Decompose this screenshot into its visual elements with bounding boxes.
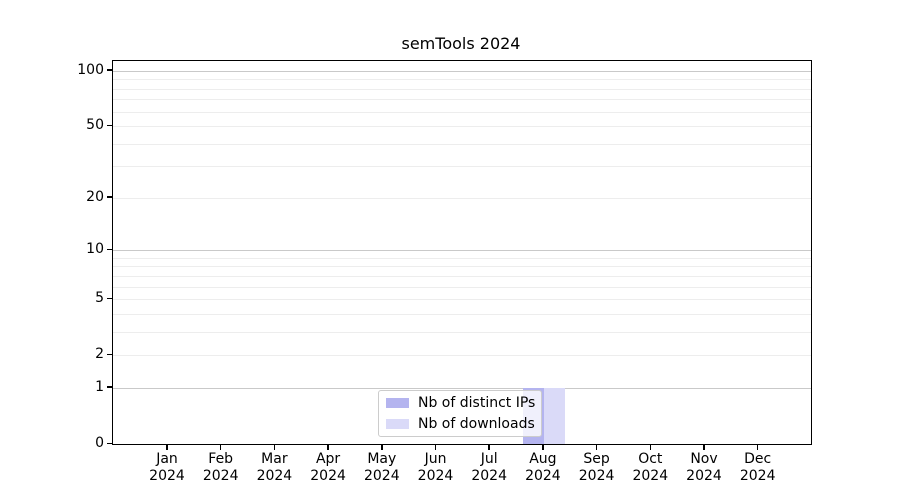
x-tick-mark	[703, 444, 705, 450]
x-tick-label: Jan 2024	[137, 451, 197, 485]
y-tick-label: 100	[77, 61, 104, 78]
legend-swatch-downloads	[386, 419, 409, 429]
x-tick-label: Oct 2024	[620, 451, 680, 485]
x-tick-mark	[434, 444, 437, 450]
gridline-minor	[113, 355, 811, 357]
legend-item-downloads: Nb of downloads	[386, 415, 541, 433]
x-tick-year: 2024	[578, 468, 615, 484]
y-tick-mark	[107, 297, 112, 300]
y-tick-mark	[107, 248, 112, 251]
gridline-minor	[113, 111, 811, 113]
y-tick-label: 2	[95, 346, 104, 363]
x-tick-label: Dec 2024	[728, 451, 788, 485]
legend-swatch-distinct-ips	[386, 398, 409, 408]
x-tick-label: Aug 2024	[513, 451, 573, 485]
x-tick-mark	[166, 444, 168, 450]
x-tick-year: 2024	[256, 468, 293, 484]
gridline-minor	[113, 79, 811, 81]
x-tick-month: Oct	[638, 451, 663, 467]
x-tick-year: 2024	[149, 468, 185, 484]
y-tick-mark	[107, 442, 112, 444]
x-tick-month: Jul	[480, 451, 498, 467]
y-tick-label: 50	[86, 117, 104, 134]
x-tick-month: Jan	[156, 451, 178, 467]
legend: Nb of distinct IPs Nb of downloads	[378, 390, 542, 437]
x-tick-mark	[327, 444, 329, 450]
x-tick-year: 2024	[417, 468, 454, 484]
plot-area	[112, 60, 812, 445]
x-tick-year: 2024	[202, 468, 239, 484]
legend-label-downloads: Nb of downloads	[418, 416, 535, 432]
x-tick-month: Sep	[583, 451, 610, 467]
y-tick-mark	[107, 124, 112, 127]
x-tick-label: Jun 2024	[406, 451, 466, 485]
x-tick-mark	[595, 444, 598, 450]
x-tick-month: May	[367, 451, 397, 467]
gridline-major	[113, 250, 811, 252]
y-tick-label: 20	[86, 188, 104, 205]
x-tick-month: Dec	[744, 451, 772, 467]
gridline-minor	[113, 166, 811, 168]
x-tick-mark	[488, 444, 490, 450]
x-tick-mark	[381, 444, 383, 450]
y-tick-mark	[107, 69, 112, 71]
gridline-minor	[113, 143, 811, 145]
gridline-major	[113, 70, 811, 72]
y-tick-label: 0	[95, 435, 104, 451]
x-tick-label: Apr 2024	[298, 451, 358, 485]
legend-label-distinct-ips: Nb of distinct IPs	[418, 395, 536, 411]
x-tick-month: Jun	[424, 451, 447, 467]
x-tick-label: Nov 2024	[674, 451, 734, 485]
x-tick-year: 2024	[363, 468, 400, 484]
x-tick-year: 2024	[471, 468, 507, 484]
x-tick-label: Mar 2024	[244, 451, 304, 485]
y-tick-mark	[107, 386, 112, 388]
x-tick-label: May 2024	[352, 451, 412, 485]
x-tick-mark	[273, 444, 276, 450]
x-tick-month: Feb	[208, 451, 234, 467]
x-tick-year: 2024	[525, 468, 561, 484]
x-tick-year: 2024	[739, 468, 776, 484]
x-tick-label: Jul 2024	[459, 451, 519, 485]
y-tick-mark	[107, 353, 112, 356]
gridline-minor	[113, 275, 811, 277]
y-tick-mark	[107, 196, 112, 198]
x-tick-mark	[542, 444, 544, 450]
x-tick-month: Nov	[690, 451, 718, 467]
x-tick-label: Sep 2024	[567, 451, 627, 485]
x-tick-mark	[219, 444, 222, 450]
legend-item-distinct-ips: Nb of distinct IPs	[386, 394, 541, 412]
x-tick-mark	[756, 444, 759, 450]
chart-title: semTools 2024	[401, 34, 521, 53]
bar-downloads-aug-2024	[543, 387, 565, 444]
x-tick-year: 2024	[310, 468, 346, 484]
gridline-minor	[113, 126, 811, 128]
y-tick-label: 10	[86, 241, 104, 258]
x-tick-year: 2024	[632, 468, 669, 484]
x-tick-month: Aug	[529, 451, 557, 467]
gridline-minor	[113, 197, 811, 199]
gridline-minor	[113, 266, 811, 268]
gridline-minor	[113, 331, 811, 333]
gridline-minor	[113, 299, 811, 301]
gridline-major	[113, 387, 811, 389]
gridline-minor	[113, 88, 811, 90]
x-tick-mark	[649, 444, 652, 450]
y-tick-label: 5	[95, 290, 104, 307]
x-tick-month: Mar	[261, 451, 288, 467]
gridline-minor	[113, 286, 811, 288]
x-tick-month: Apr	[315, 451, 341, 467]
gridline-minor	[113, 99, 811, 101]
y-tick-label: 1	[95, 378, 104, 395]
x-tick-label: Feb 2024	[191, 451, 251, 485]
x-tick-year: 2024	[686, 468, 722, 484]
gridline-minor	[113, 313, 811, 315]
gridline-minor	[113, 257, 811, 259]
